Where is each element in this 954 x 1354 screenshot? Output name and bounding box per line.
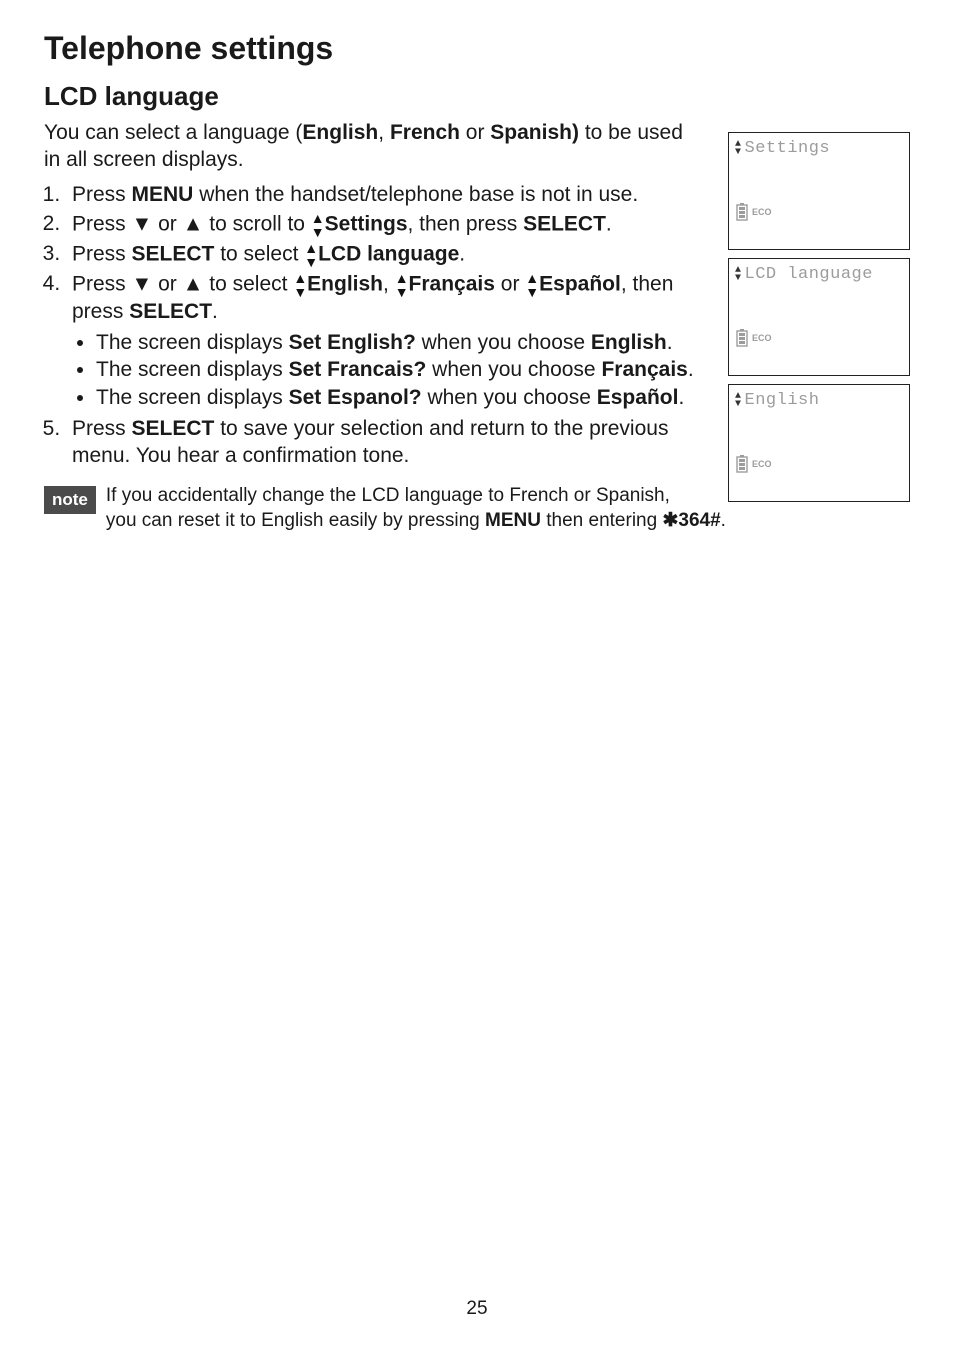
step-text: ,	[383, 272, 395, 295]
page-number: 25	[0, 1298, 954, 1320]
updown-icon: ▲▼	[293, 271, 307, 299]
eco-icon: ECO	[752, 459, 772, 469]
bullet-francais: The screen displays Set Francais? when y…	[96, 357, 704, 384]
lcd-status-row: ECO	[735, 329, 903, 347]
lcd-status-row: ECO	[735, 455, 903, 473]
updown-icon: ▲▼	[525, 271, 539, 299]
bullet-text: when you choose	[416, 331, 591, 354]
step-text: to select	[214, 242, 304, 265]
intro-lang-english: English	[302, 121, 378, 144]
settings-label: Settings	[325, 212, 408, 235]
option-english: English	[591, 331, 667, 354]
step-text: Press	[72, 242, 132, 265]
step-1: Press MENU when the handset/telephone ba…	[66, 182, 704, 209]
eco-icon: ECO	[752, 207, 772, 217]
option-francais: Français	[601, 358, 687, 381]
step-text: Press ▼ or ▲ to select	[72, 272, 293, 295]
note-line2: you can reset it to English easily by pr…	[106, 510, 485, 531]
note-line1: If you accidentally change the LCD langu…	[106, 485, 670, 506]
option-francais: Français	[409, 272, 495, 295]
select-key-label: SELECT	[129, 300, 212, 323]
prompt-set-francais: Set Francais?	[289, 358, 427, 381]
menu-key-label: MENU	[132, 183, 194, 206]
lcd-screen-english: ▲▼ English ECO	[728, 384, 910, 502]
note-badge: note	[44, 486, 96, 514]
lcd-status-row: ECO	[735, 203, 903, 221]
intro-sep: ,	[378, 121, 390, 144]
updown-icon: ▲▼	[735, 393, 742, 409]
step-3: Press SELECT to select ▲▼LCD language.	[66, 241, 704, 269]
battery-icon	[735, 203, 749, 221]
eco-icon: ECO	[752, 333, 772, 343]
lcd-screen-settings: ▲▼ Settings ECO	[728, 132, 910, 250]
note-line2: .	[721, 510, 726, 531]
bullet-text: .	[688, 358, 694, 381]
intro-lang-french: French	[390, 121, 460, 144]
step-2: Press ▼ or ▲ to scroll to ▲▼Settings, th…	[66, 211, 704, 239]
step-text: or	[495, 272, 525, 295]
note-line2: then entering	[541, 510, 662, 531]
option-english: English	[307, 272, 383, 295]
lcd-line1: ▲▼ LCD language	[735, 265, 903, 284]
lcd-language-label: LCD language	[318, 242, 459, 265]
updown-icon: ▲▼	[735, 267, 742, 283]
lcd-text: Settings	[745, 139, 831, 158]
prompt-set-english: Set English?	[289, 331, 416, 354]
reset-code: ✱364#	[662, 510, 720, 531]
bullet-text: when you choose	[426, 358, 601, 381]
bullet-text: The screen displays	[96, 358, 289, 381]
intro-sep: or	[460, 121, 490, 144]
lcd-line1: ▲▼ English	[735, 391, 903, 410]
updown-icon: ▲▼	[395, 271, 409, 299]
menu-key-label: MENU	[485, 510, 541, 531]
bullet-espanol: The screen displays Set Espanol? when yo…	[96, 385, 704, 412]
step-5: Press SELECT to save your selection and …	[66, 416, 704, 470]
battery-icon	[735, 455, 749, 473]
bullet-text: when you choose	[422, 386, 597, 409]
option-espanol: Español	[539, 272, 621, 295]
lcd-screens-column: ▲▼ Settings ECO ▲▼ LCD language	[728, 132, 910, 502]
steps-list: Press MENU when the handset/telephone ba…	[44, 182, 704, 470]
intro-text: You can select a language (	[44, 121, 302, 144]
step-text: Press ▼ or ▲ to scroll to	[72, 212, 311, 235]
battery-icon	[735, 329, 749, 347]
bullet-text: The screen displays	[96, 331, 289, 354]
step-text: Press	[72, 417, 132, 440]
intro-lang-spanish: Spanish)	[490, 121, 579, 144]
updown-icon: ▲▼	[304, 241, 318, 269]
updown-icon: ▲▼	[311, 211, 325, 239]
step-4: Press ▼ or ▲ to select ▲▼English, ▲▼Fran…	[66, 271, 704, 413]
step-text: when the handset/telephone base is not i…	[193, 183, 638, 206]
select-key-label: SELECT	[132, 417, 215, 440]
option-espanol: Español	[597, 386, 679, 409]
step-text: .	[606, 212, 612, 235]
lcd-text: English	[745, 391, 820, 410]
page-root: Telephone settings LCD language You can …	[0, 0, 954, 1354]
select-key-label: SELECT	[132, 242, 215, 265]
lcd-text: LCD language	[745, 265, 873, 284]
bullet-english: The screen displays Set English? when yo…	[96, 330, 704, 357]
step-text: .	[212, 300, 218, 323]
prompt-set-espanol: Set Espanol?	[289, 386, 422, 409]
bullet-text: .	[667, 331, 673, 354]
page-title: Telephone settings	[44, 30, 910, 67]
select-key-label: SELECT	[523, 212, 606, 235]
lcd-line1: ▲▼ Settings	[735, 139, 903, 158]
step-text: .	[459, 242, 465, 265]
bullet-text: .	[678, 386, 684, 409]
note-text: If you accidentally change the LCD langu…	[106, 484, 726, 533]
lcd-screen-lcd-language: ▲▼ LCD language ECO	[728, 258, 910, 376]
updown-icon: ▲▼	[735, 141, 742, 157]
bullet-text: The screen displays	[96, 386, 289, 409]
step-text: , then press	[408, 212, 524, 235]
section-heading: LCD language	[44, 81, 910, 112]
step-4-bullets: The screen displays Set English? when yo…	[72, 330, 704, 413]
note-block: note If you accidentally change the LCD …	[44, 484, 764, 533]
intro-paragraph: You can select a language (English, Fren…	[44, 120, 704, 174]
step-text: Press	[72, 183, 132, 206]
